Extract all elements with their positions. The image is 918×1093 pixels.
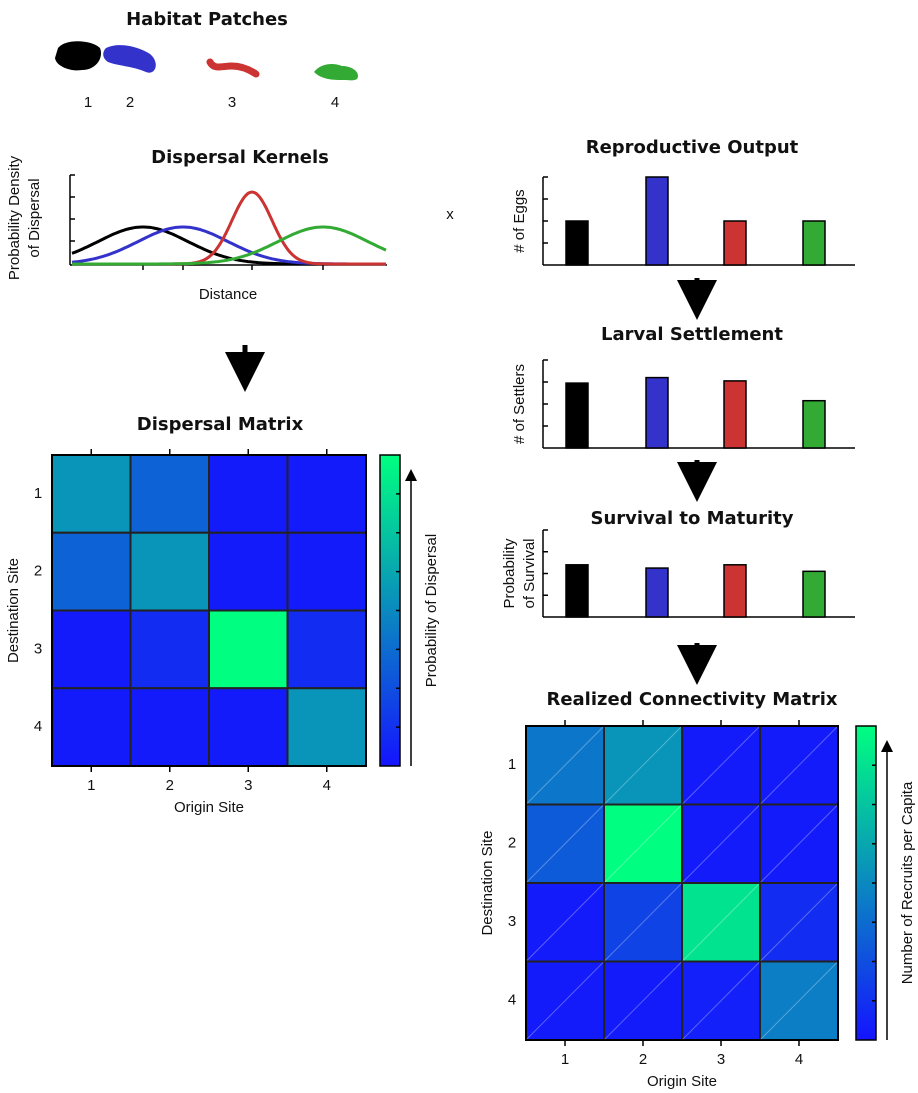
panel-title: Dispersal Matrix (137, 414, 304, 435)
kernel-curve (72, 225, 387, 266)
matrix-frame (51, 454, 367, 767)
kernels-title: Dispersal Kernels (151, 147, 329, 168)
x-tick-label: 1 (561, 1051, 569, 1068)
x-tick-label: 1 (87, 777, 95, 794)
matrix-cell (208, 609, 289, 690)
y-tick-label: 2 (508, 835, 516, 852)
bar (723, 380, 747, 449)
cell-diagonal (759, 804, 839, 884)
y-axis-label: of Dispersal (26, 178, 43, 257)
cell-diagonal (525, 804, 605, 884)
x-tick-label: 3 (244, 777, 252, 794)
colorbar-label: Number of Recruits per Capita (899, 781, 916, 984)
patch-label: 1 (84, 94, 92, 111)
bar (565, 382, 589, 449)
matrix-cell (286, 687, 367, 767)
cell-diagonal (759, 961, 839, 1041)
y-axis-label: of Survival (521, 538, 538, 608)
patch-blob (55, 41, 102, 71)
x-tick-label: 2 (639, 1051, 647, 1068)
patch-blob (314, 64, 358, 81)
matrix-cell (208, 687, 289, 767)
patch-label: 4 (331, 94, 339, 111)
y-tick-label: 4 (508, 992, 516, 1009)
matrix-cell (286, 454, 367, 534)
y-tick-label: 2 (34, 563, 42, 580)
matrix-cell (129, 531, 210, 612)
y-axis-label: # of Settlers (511, 364, 528, 444)
cell-diagonal (603, 804, 683, 884)
y-tick-label: 4 (34, 718, 42, 735)
matrix-cell (759, 803, 839, 884)
bar (645, 376, 669, 449)
y-axis-label: # of Eggs (511, 189, 528, 252)
patch-label: 3 (228, 94, 236, 111)
panel-title: Reproductive Output (586, 137, 799, 158)
matrix-cell (603, 725, 683, 806)
cell-diagonal (681, 804, 761, 884)
matrix-cell (286, 609, 367, 690)
matrix-cell (208, 531, 289, 612)
patch-blob (206, 58, 260, 78)
y-tick-label: 1 (34, 485, 42, 502)
cell-diagonal (681, 882, 761, 962)
cell-diagonal (681, 961, 761, 1041)
y-axis-label: Destination Site (5, 558, 22, 663)
cell-diagonal (525, 961, 605, 1041)
cell-diagonal (525, 725, 605, 805)
bar (723, 220, 747, 266)
bar (802, 399, 826, 449)
bar (645, 567, 669, 618)
matrix-cell (603, 803, 683, 884)
matrix-cell (51, 687, 132, 767)
matrix-frame (525, 725, 839, 1041)
panel-title: Larval Settlement (601, 324, 783, 345)
colorbar-label: Probability of Dispersal (423, 534, 440, 687)
matrix-cell (51, 531, 132, 612)
matrix-cell (129, 454, 210, 534)
panel-title: Realized Connectivity Matrix (546, 689, 837, 710)
panel-title: Survival to Maturity (591, 508, 794, 529)
bar (723, 564, 747, 618)
patch-blob (103, 45, 156, 73)
matrix-cell (51, 609, 132, 690)
x-axis-label: Origin Site (647, 1073, 717, 1090)
y-axis-label: Probability Density (6, 155, 23, 280)
matrix-cell (681, 882, 761, 963)
y-axis-label: Probability (501, 538, 518, 609)
patches-title: Habitat Patches (126, 9, 288, 30)
cell-diagonal (603, 882, 683, 962)
matrix-cell (208, 454, 289, 534)
y-tick-label: 3 (34, 640, 42, 657)
x-tick-label: 3 (717, 1051, 725, 1068)
x-axis-label: Origin Site (174, 799, 244, 816)
matrix-cell (286, 531, 367, 612)
y-axis-label: Destination Site (479, 830, 496, 935)
x-axis-label: Distance (199, 286, 257, 303)
matrix-cell (51, 454, 132, 534)
matrix-cell (129, 609, 210, 690)
cell-diagonal (603, 961, 683, 1041)
matrix-cell (129, 687, 210, 767)
operator: x (446, 206, 454, 223)
matrix-cell (759, 725, 839, 806)
cell-diagonal (603, 725, 683, 805)
x-tick-label: 4 (795, 1051, 803, 1068)
bar (802, 220, 826, 266)
patch-label: 2 (126, 94, 134, 111)
bar (565, 564, 589, 618)
bar (565, 220, 589, 266)
cell-diagonal (681, 725, 761, 805)
bar (802, 570, 826, 618)
cell-diagonal (525, 882, 605, 962)
cell-diagonal (759, 725, 839, 805)
x-tick-label: 4 (323, 777, 331, 794)
y-tick-label: 1 (508, 756, 516, 773)
y-tick-label: 3 (508, 913, 516, 930)
cell-diagonal (759, 882, 839, 962)
bar (645, 176, 669, 266)
matrix-cell (525, 803, 605, 884)
x-tick-label: 2 (166, 777, 174, 794)
